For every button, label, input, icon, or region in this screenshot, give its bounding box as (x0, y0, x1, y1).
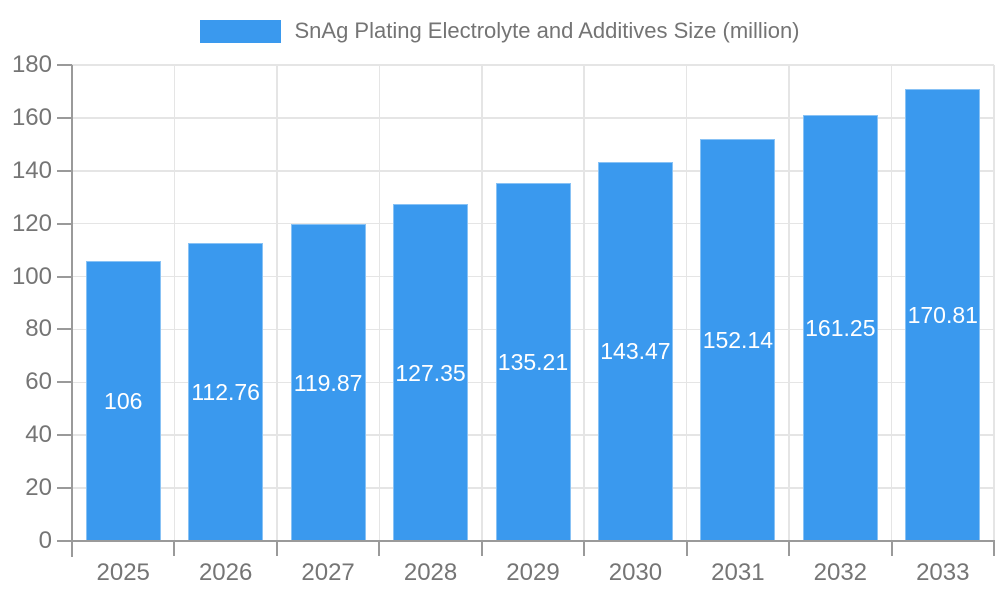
x-axis-tick (173, 541, 176, 556)
gridline-horizontal (72, 117, 994, 119)
gridline-vertical (890, 65, 893, 541)
bar-2032[interactable] (802, 114, 878, 541)
bar-2026[interactable] (188, 242, 264, 541)
y-axis-tick (57, 116, 72, 119)
x-axis-tick (480, 541, 483, 556)
y-axis-label: 180 (11, 51, 52, 78)
gridline-horizontal (72, 170, 994, 172)
y-axis-tick (57, 169, 72, 172)
bar-2027[interactable] (290, 224, 366, 541)
x-axis-tick (685, 541, 688, 556)
gridline-vertical (481, 65, 483, 541)
bar-2029[interactable] (495, 183, 571, 541)
y-axis-label: 40 (25, 421, 52, 449)
bar-2028[interactable] (393, 204, 469, 541)
legend-item[interactable]: SnAg Plating Electrolyte and Additives S… (0, 18, 1000, 44)
gridline-vertical (276, 65, 278, 541)
legend-swatch-icon (200, 19, 282, 43)
x-axis-label-2033: 2033 (916, 559, 970, 586)
gridline-vertical (583, 65, 585, 541)
y-axis-tick (57, 328, 72, 331)
x-axis-label-2032: 2032 (813, 559, 868, 586)
x-axis-tick (275, 541, 278, 556)
x-axis-label-2030: 2030 (608, 559, 663, 586)
gridline-vertical (173, 65, 176, 541)
y-axis-label: 80 (25, 315, 52, 343)
x-axis-tick (71, 541, 73, 556)
y-axis-label: 160 (11, 103, 52, 131)
gridline-vertical (378, 65, 381, 541)
x-axis-tick (788, 541, 791, 556)
legend-label: SnAg Plating Electrolyte and Additives S… (294, 18, 800, 43)
x-axis-tick (378, 541, 381, 556)
x-axis-tick (583, 541, 586, 556)
x-axis-label-2029: 2029 (506, 559, 560, 586)
gridline-vertical (685, 65, 688, 541)
y-axis-tick (57, 64, 72, 66)
y-axis-label: 20 (25, 474, 52, 502)
x-axis-label-2027: 2027 (301, 559, 355, 586)
bar-2031[interactable] (700, 138, 776, 541)
gridline-vertical (788, 65, 790, 541)
y-axis-label: 120 (11, 209, 52, 237)
x-axis-label-2031: 2031 (711, 559, 765, 586)
gridline-horizontal (72, 64, 994, 66)
y-axis-tick (57, 381, 72, 384)
bar-2025[interactable] (85, 260, 161, 541)
y-axis-tick (57, 434, 72, 437)
bar-2033[interactable] (905, 89, 981, 541)
y-axis-label: 0 (38, 527, 52, 554)
y-axis-label: 60 (25, 368, 52, 396)
x-axis-tick (890, 541, 893, 556)
x-axis-label-2028: 2028 (403, 559, 458, 586)
gridline-vertical (993, 65, 995, 541)
y-axis-tick (57, 540, 72, 542)
x-axis-line (72, 540, 995, 542)
y-axis-tick (57, 222, 72, 225)
y-axis-line (71, 65, 73, 557)
plot-area: 106 112.76 119.87 127.35 135.21 143.47 152.14 1… (72, 64, 995, 541)
y-axis-tick (57, 275, 72, 278)
x-axis-label-2026: 2026 (198, 559, 253, 586)
y-axis-label: 100 (11, 262, 52, 290)
x-axis-tick (993, 541, 995, 556)
y-axis-label: 140 (11, 156, 52, 184)
x-axis-label-2025: 2025 (96, 559, 150, 586)
y-axis-tick (57, 487, 72, 490)
bar-2030[interactable] (597, 161, 673, 541)
